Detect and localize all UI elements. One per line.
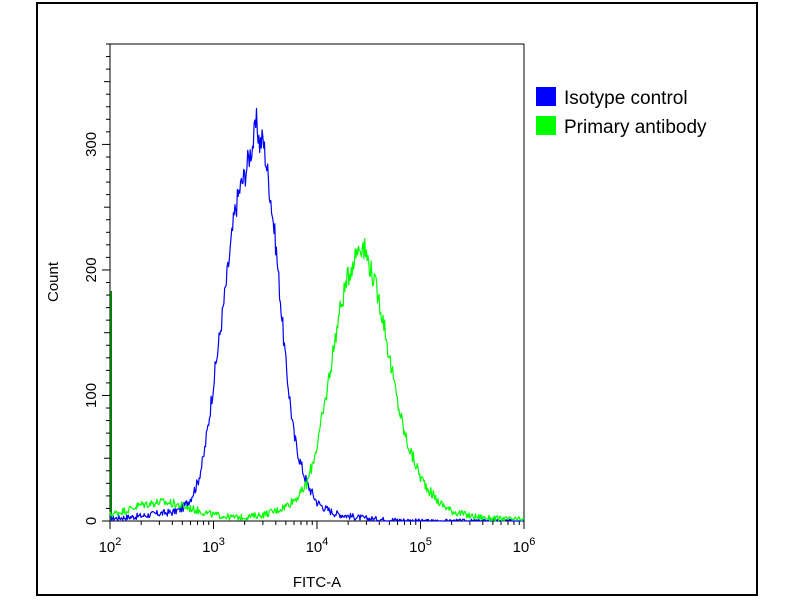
series-layer: [109, 107, 525, 522]
legend-swatch-primary-antibody: [536, 116, 556, 135]
x-tick-label: 105: [409, 536, 432, 556]
chart-frame: 102 103 104 105 106 0 100 200 300 FITC-A Count …: [36, 2, 758, 596]
y-axis-label: Count: [45, 261, 62, 302]
y-tick-label: 200: [83, 257, 100, 282]
legend-label-primary-antibody: Primary antibody: [564, 117, 707, 138]
y-ticks: 0 100 200 300: [83, 43, 110, 525]
legend: Isotype control Primary antibody: [536, 87, 707, 138]
x-axis-label: FITC-A: [293, 574, 341, 591]
x-tick-label-exponent: 3: [219, 536, 225, 548]
series-line-isotype-control: [109, 107, 525, 522]
x-ticks: 102 103 104 105 106: [99, 521, 536, 556]
x-tick-label: 103: [202, 536, 225, 556]
y-tick-label: 300: [83, 132, 100, 157]
y-tick-label: 100: [83, 383, 100, 408]
series-line-primary-antibody: [109, 238, 525, 522]
x-tick-label-base: 10: [99, 539, 116, 556]
legend-label-isotype-control: Isotype control: [564, 88, 688, 109]
x-tick-label: 104: [306, 536, 329, 556]
x-tick-label: 106: [513, 536, 536, 556]
x-tick-label-exponent: 5: [426, 536, 432, 548]
x-tick-label-exponent: 2: [115, 536, 121, 548]
y-tick-label: 0: [83, 517, 100, 525]
x-tick-label: 102: [99, 536, 122, 556]
x-tick-label-exponent: 4: [322, 536, 328, 548]
x-tick-label-base: 10: [202, 539, 219, 556]
x-tick-label-base: 10: [513, 539, 530, 556]
x-tick-label-base: 10: [409, 539, 426, 556]
x-tick-label-base: 10: [306, 539, 323, 556]
legend-swatch-isotype-control: [536, 87, 556, 106]
x-tick-label-exponent: 6: [529, 536, 535, 548]
